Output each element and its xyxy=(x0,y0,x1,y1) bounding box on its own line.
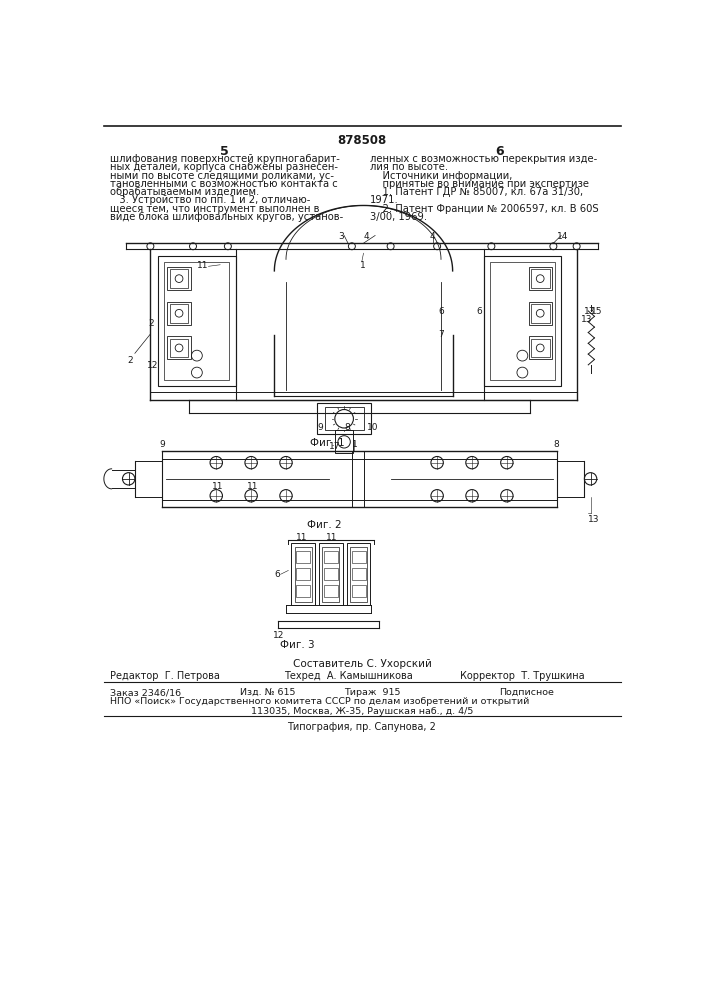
Text: Корректор  Т. Трушкина: Корректор Т. Трушкина xyxy=(460,671,585,681)
Text: 6: 6 xyxy=(438,307,445,316)
Bar xyxy=(531,304,549,323)
Text: 3: 3 xyxy=(338,232,344,241)
Text: 3. Устройство по пп. 1 и 2, отличаю-: 3. Устройство по пп. 1 и 2, отличаю- xyxy=(110,195,310,205)
Bar xyxy=(347,543,370,605)
Text: Изд. № 615: Изд. № 615 xyxy=(240,688,295,697)
Text: принятые во внимание при экспертизе: принятые во внимание при экспертизе xyxy=(370,179,589,189)
Text: 13: 13 xyxy=(588,515,600,524)
Bar xyxy=(296,551,310,563)
Text: 14: 14 xyxy=(557,232,568,241)
Bar xyxy=(170,304,188,323)
Text: 11: 11 xyxy=(197,261,209,270)
Bar xyxy=(335,430,354,453)
Bar xyxy=(168,267,191,290)
Text: Фиг. 3: Фиг. 3 xyxy=(280,640,315,650)
Bar xyxy=(484,256,561,386)
Bar xyxy=(164,262,230,380)
Text: 2: 2 xyxy=(127,356,133,365)
Bar xyxy=(352,551,366,563)
Text: 11: 11 xyxy=(325,533,337,542)
Text: 9: 9 xyxy=(160,440,165,449)
Text: 11: 11 xyxy=(296,533,308,542)
Bar xyxy=(529,336,552,359)
Bar xyxy=(351,547,368,602)
Text: 13: 13 xyxy=(585,307,596,316)
Text: ных деталей, корпуса снабжены разнесен-: ных деталей, корпуса снабжены разнесен- xyxy=(110,162,338,172)
Bar xyxy=(170,269,188,288)
Bar xyxy=(529,302,552,325)
Text: 12: 12 xyxy=(146,361,158,370)
Text: шлифования поверхностей крупногабарит-: шлифования поверхностей крупногабарит- xyxy=(110,154,340,164)
Bar xyxy=(531,339,549,357)
Text: 12: 12 xyxy=(273,631,284,640)
Text: 11: 11 xyxy=(212,482,224,491)
Text: Источники информации,: Источники информации, xyxy=(370,171,512,181)
Text: 6: 6 xyxy=(274,570,280,579)
Text: 8: 8 xyxy=(554,440,559,449)
Text: Заказ 2346/16: Заказ 2346/16 xyxy=(110,688,181,697)
Text: 6: 6 xyxy=(476,307,481,316)
Bar xyxy=(295,547,312,602)
Bar xyxy=(352,585,366,597)
Bar xyxy=(317,403,371,434)
Text: 11: 11 xyxy=(247,482,259,491)
Text: 5: 5 xyxy=(220,145,228,158)
Bar xyxy=(352,568,366,580)
Bar xyxy=(296,585,310,597)
Text: Типография, пр. Сапунова, 2: Типография, пр. Сапунова, 2 xyxy=(288,722,436,732)
Bar xyxy=(168,302,191,325)
Text: 9: 9 xyxy=(317,423,323,432)
Text: 878508: 878508 xyxy=(337,134,387,147)
Bar xyxy=(324,585,338,597)
Text: обрабатываемым изделием.: обрабатываемым изделием. xyxy=(110,187,259,197)
Text: 1: 1 xyxy=(360,261,366,270)
Text: Подписное: Подписное xyxy=(499,688,554,697)
Bar xyxy=(322,547,339,602)
Text: 4: 4 xyxy=(363,232,369,241)
Bar xyxy=(490,262,555,380)
Bar xyxy=(168,336,191,359)
Text: Техред  А. Камышникова: Техред А. Камышникова xyxy=(284,671,413,681)
Text: 113035, Москва, Ж-35, Раушская наб., д. 4/5: 113035, Москва, Ж-35, Раушская наб., д. … xyxy=(251,707,473,716)
Text: 10: 10 xyxy=(368,423,379,432)
Text: 3/00, 1969.: 3/00, 1969. xyxy=(370,212,427,222)
Text: Составитель С. Ухорский: Составитель С. Ухорский xyxy=(293,659,431,669)
Bar xyxy=(325,407,363,430)
Bar xyxy=(324,568,338,580)
Bar xyxy=(531,269,549,288)
Text: 17: 17 xyxy=(329,442,340,451)
Bar xyxy=(291,543,315,605)
Text: 2. Патент Франции № 2006597, кл. В 60S: 2. Патент Франции № 2006597, кл. В 60S xyxy=(370,204,598,214)
Text: 1. Патент ГДР № 85007, кл. 67а 31/30,: 1. Патент ГДР № 85007, кл. 67а 31/30, xyxy=(370,187,583,197)
Text: 2: 2 xyxy=(149,319,154,328)
Text: 4: 4 xyxy=(429,232,435,241)
Text: 13: 13 xyxy=(580,315,592,324)
Text: 7: 7 xyxy=(438,330,445,339)
Text: 15: 15 xyxy=(590,307,602,316)
Bar xyxy=(320,543,343,605)
Text: лия по высоте.: лия по высоте. xyxy=(370,162,448,172)
Text: тановленными с возможностью контакта с: тановленными с возможностью контакта с xyxy=(110,179,338,189)
Text: Редактор  Г. Петрова: Редактор Г. Петрова xyxy=(110,671,220,681)
Text: Тираж  915: Тираж 915 xyxy=(344,688,401,697)
Text: 1971.: 1971. xyxy=(370,195,399,205)
Text: щееся тем, что инструмент выполнен в: щееся тем, что инструмент выполнен в xyxy=(110,204,320,214)
Text: НПО «Поиск» Государственного комитета СССР по делам изобретений и открытий: НПО «Поиск» Государственного комитета СС… xyxy=(110,698,530,706)
Text: Фиг. 1: Фиг. 1 xyxy=(310,438,344,448)
Bar xyxy=(296,568,310,580)
Text: Фиг. 2: Фиг. 2 xyxy=(308,520,342,530)
Text: 8: 8 xyxy=(344,423,350,432)
Bar xyxy=(324,551,338,563)
Text: 1: 1 xyxy=(352,440,358,449)
Bar xyxy=(158,256,235,386)
Bar xyxy=(529,267,552,290)
Text: 6: 6 xyxy=(495,145,503,158)
Text: виде блока шлифовальных кругов, установ-: виде блока шлифовальных кругов, установ- xyxy=(110,212,344,222)
Text: ленных с возможностью перекрытия изде-: ленных с возможностью перекрытия изде- xyxy=(370,154,597,164)
Bar xyxy=(170,339,188,357)
Text: ными по высоте следящими роликами, ус-: ными по высоте следящими роликами, ус- xyxy=(110,171,334,181)
